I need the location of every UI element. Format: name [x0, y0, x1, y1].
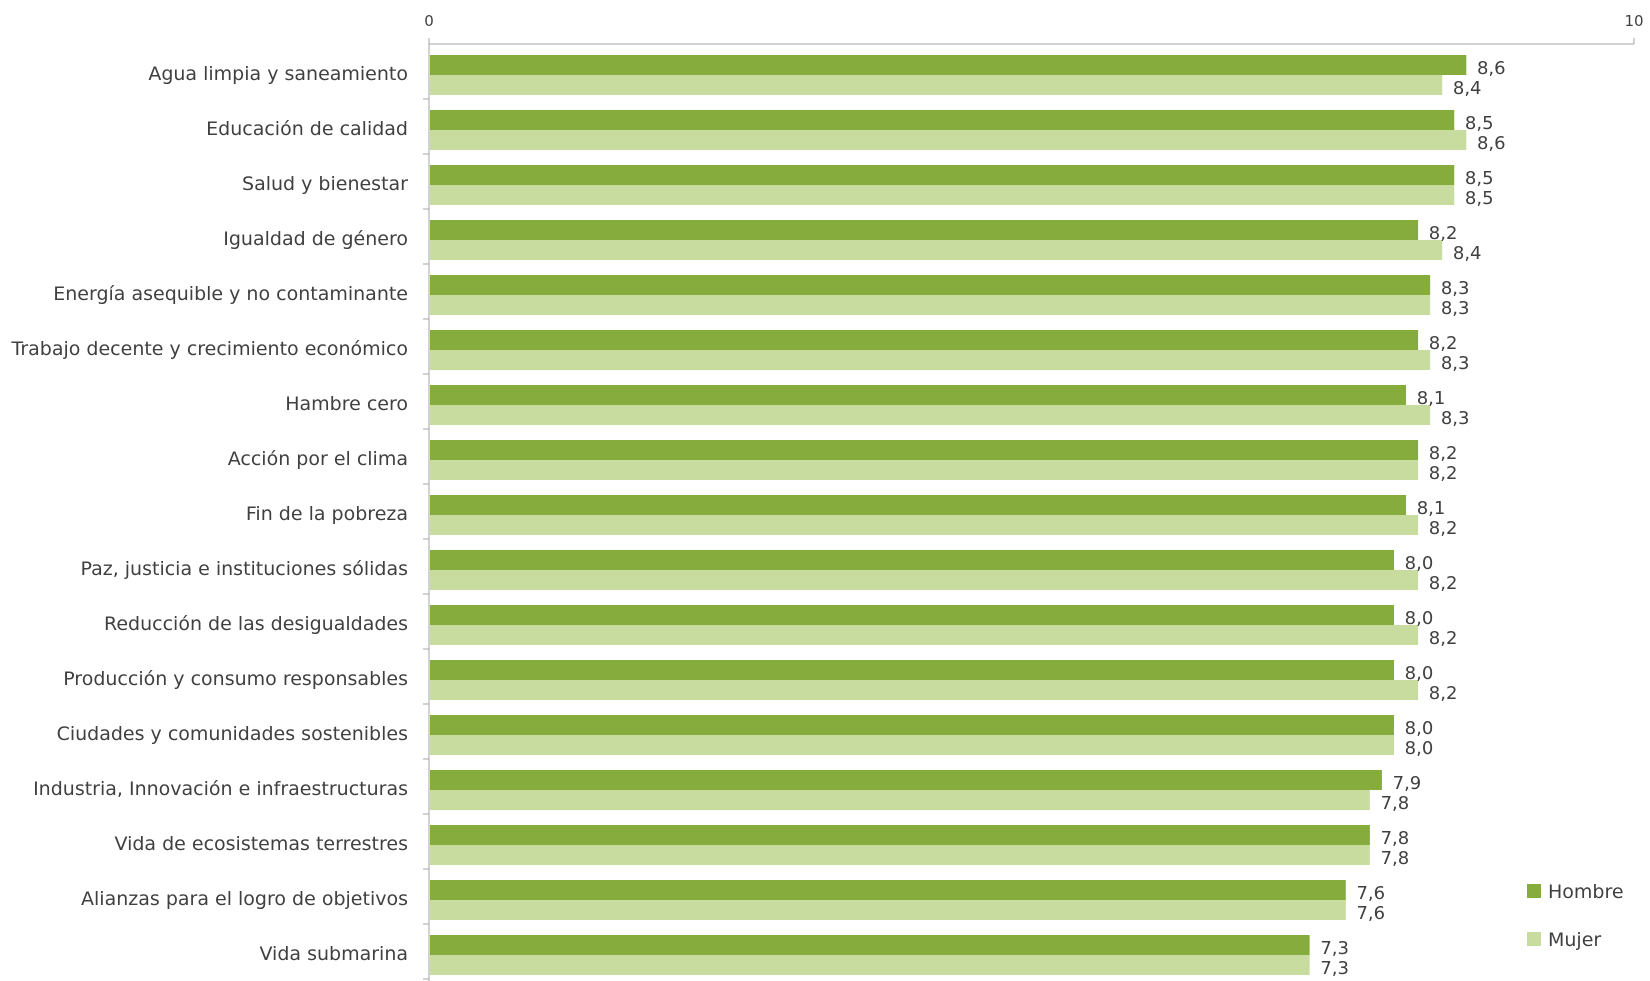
category-label: Producción y consumo responsables: [63, 668, 408, 690]
data-label-mujer: 8,2: [1429, 573, 1458, 594]
bar-mujer: [430, 845, 1370, 865]
bar-hombre: [430, 880, 1346, 900]
data-label-mujer: 8,2: [1429, 683, 1458, 704]
data-label-mujer: 8,4: [1453, 243, 1482, 264]
bar-hombre: [430, 605, 1394, 625]
bar-hombre: [430, 715, 1394, 735]
legend-label-mujer: Mujer: [1548, 929, 1601, 951]
legend-swatch-mujer: [1527, 932, 1541, 946]
category-label: Alianzas para el logro de objetivos: [81, 888, 408, 910]
category-label: Paz, justicia e instituciones sólidas: [80, 558, 408, 580]
data-label-hombre: 8,5: [1465, 168, 1494, 189]
category-label: Reducción de las desigualdades: [104, 613, 408, 635]
x-tick-label: 0: [424, 12, 434, 30]
data-label-hombre: 7,6: [1356, 883, 1385, 904]
data-label-hombre: 8,0: [1405, 663, 1434, 684]
data-label-mujer: 7,3: [1320, 958, 1349, 979]
category-label: Hambre cero: [285, 393, 408, 415]
bar-mujer: [430, 75, 1443, 95]
bar-mujer: [430, 130, 1467, 150]
data-label-hombre: 8,2: [1429, 333, 1458, 354]
bar-mujer: [430, 570, 1419, 590]
data-label-hombre: 8,6: [1477, 58, 1506, 79]
bar-hombre: [430, 935, 1310, 955]
data-label-hombre: 8,2: [1429, 223, 1458, 244]
data-label-hombre: 8,5: [1465, 113, 1494, 134]
bar-mujer: [430, 350, 1431, 370]
bar-mujer: [430, 680, 1419, 700]
bar-hombre: [430, 550, 1394, 570]
category-label: Salud y bienestar: [242, 173, 408, 195]
category-label: Igualdad de género: [223, 228, 408, 250]
bar-mujer: [430, 790, 1370, 810]
data-label-hombre: 8,0: [1405, 553, 1434, 574]
data-label-mujer: 7,8: [1381, 793, 1410, 814]
bar-mujer: [430, 295, 1431, 315]
category-label: Educación de calidad: [206, 118, 408, 140]
bar-mujer: [430, 240, 1443, 260]
data-label-mujer: 8,5: [1465, 188, 1494, 209]
legend-swatch-hombre: [1527, 884, 1541, 898]
bar-mujer: [430, 955, 1310, 975]
data-label-mujer: 8,2: [1429, 628, 1458, 649]
category-label: Agua limpia y saneamiento: [148, 63, 408, 85]
axis-layer: 0 10: [423, 12, 1644, 981]
category-label: Vida de ecosistemas terrestres: [115, 833, 409, 855]
data-label-hombre: 8,1: [1417, 388, 1446, 409]
bar-hombre: [430, 275, 1431, 295]
data-label-hombre: 8,2: [1429, 443, 1458, 464]
bar-mujer: [430, 185, 1455, 205]
category-label: Energía asequible y no contaminante: [53, 283, 408, 305]
data-label-hombre: 7,9: [1393, 773, 1422, 794]
category-label: Fin de la pobreza: [246, 503, 408, 525]
bar-hombre: [430, 770, 1382, 790]
bar-mujer: [430, 900, 1346, 920]
data-label-mujer: 7,8: [1381, 848, 1410, 869]
bar-hombre: [430, 55, 1467, 75]
labels-layer: Agua limpia y saneamiento 8,68,4Educación…: [11, 58, 1506, 979]
data-label-mujer: 8,4: [1453, 78, 1482, 99]
category-label: Trabajo decente y crecimiento económico: [11, 338, 408, 360]
bars-layer: [430, 55, 1467, 975]
bar-hombre: [430, 660, 1394, 680]
legend: Hombre Mujer: [1527, 881, 1624, 951]
bar-mujer: [430, 515, 1419, 535]
bar-hombre: [430, 825, 1370, 845]
bar-hombre: [430, 440, 1419, 460]
data-label-hombre: 7,3: [1320, 938, 1349, 959]
data-label-mujer: 8,6: [1477, 133, 1506, 154]
data-label-hombre: 7,8: [1381, 828, 1410, 849]
data-label-hombre: 8,0: [1405, 718, 1434, 739]
data-label-hombre: 8,0: [1405, 608, 1434, 629]
bar-hombre: [430, 495, 1407, 515]
bar-hombre: [430, 330, 1419, 350]
bar-mujer: [430, 405, 1431, 425]
x-tick-label: 10: [1624, 12, 1643, 30]
category-label: Acción por el clima: [228, 448, 408, 470]
data-label-mujer: 7,6: [1356, 903, 1385, 924]
data-label-hombre: 8,3: [1441, 278, 1470, 299]
bar-hombre: [430, 385, 1407, 405]
bar-mujer: [430, 460, 1419, 480]
category-label: Ciudades y comunidades sostenibles: [57, 723, 408, 745]
bar-mujer: [430, 735, 1394, 755]
data-label-hombre: 8,1: [1417, 498, 1446, 519]
bar-hombre: [430, 220, 1419, 240]
data-label-mujer: 8,3: [1441, 353, 1470, 374]
category-label: Industria, Innovación e infraestructuras: [33, 778, 408, 800]
data-label-mujer: 8,3: [1441, 408, 1470, 429]
data-label-mujer: 8,2: [1429, 518, 1458, 539]
bar-hombre: [430, 165, 1455, 185]
data-label-mujer: 8,0: [1405, 738, 1434, 759]
legend-label-hombre: Hombre: [1548, 881, 1624, 903]
data-label-mujer: 8,2: [1429, 463, 1458, 484]
bar-hombre: [430, 110, 1455, 130]
category-label: Vida submarina: [259, 943, 408, 965]
bar-mujer: [430, 625, 1419, 645]
data-label-mujer: 8,3: [1441, 298, 1470, 319]
